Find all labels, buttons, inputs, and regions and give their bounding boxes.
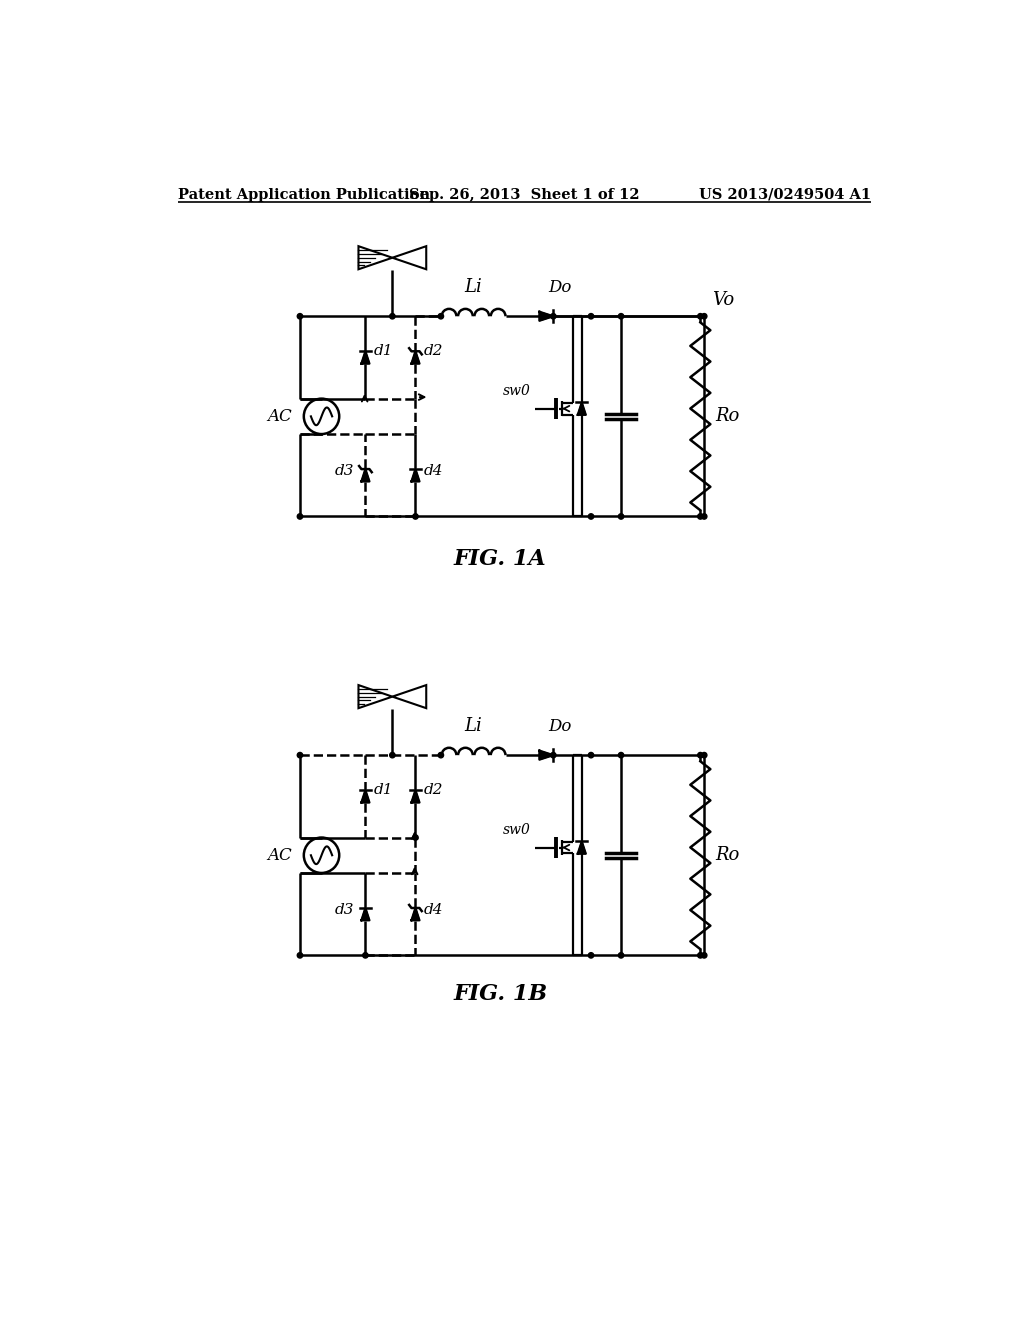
Text: d3: d3: [335, 903, 354, 917]
Polygon shape: [361, 791, 370, 803]
Text: sw0: sw0: [503, 384, 531, 397]
Circle shape: [390, 314, 395, 319]
Circle shape: [297, 953, 303, 958]
Polygon shape: [412, 469, 420, 482]
Polygon shape: [578, 403, 586, 414]
Text: Do: Do: [548, 280, 571, 296]
Text: sw0: sw0: [503, 822, 531, 837]
Polygon shape: [361, 908, 370, 920]
Circle shape: [618, 513, 624, 519]
Text: Ro: Ro: [716, 408, 740, 425]
Text: d2: d2: [424, 345, 443, 358]
Text: FIG. 1B: FIG. 1B: [453, 983, 547, 1005]
Circle shape: [589, 953, 594, 958]
Text: d1: d1: [374, 783, 393, 797]
Circle shape: [390, 752, 395, 758]
Text: Ro: Ro: [716, 846, 740, 865]
Circle shape: [618, 314, 624, 319]
Text: d4: d4: [424, 903, 443, 917]
Circle shape: [697, 314, 703, 319]
Text: AC: AC: [267, 408, 292, 425]
Polygon shape: [358, 246, 392, 269]
Circle shape: [697, 752, 703, 758]
Polygon shape: [412, 791, 420, 803]
Text: d4: d4: [424, 465, 443, 478]
Text: FIG. 1A: FIG. 1A: [454, 548, 547, 570]
Polygon shape: [412, 908, 420, 920]
Polygon shape: [540, 312, 553, 321]
Circle shape: [701, 513, 707, 519]
Circle shape: [701, 953, 707, 958]
Circle shape: [413, 513, 418, 519]
Circle shape: [297, 513, 303, 519]
Polygon shape: [578, 841, 586, 854]
Text: Li: Li: [465, 717, 482, 735]
Text: US 2013/0249504 A1: US 2013/0249504 A1: [699, 187, 871, 202]
Circle shape: [297, 314, 303, 319]
Text: d1: d1: [374, 345, 393, 358]
Text: Patent Application Publication: Patent Application Publication: [178, 187, 430, 202]
Circle shape: [701, 752, 707, 758]
Text: Vo: Vo: [712, 290, 734, 309]
Polygon shape: [361, 469, 370, 482]
Polygon shape: [412, 351, 420, 363]
Polygon shape: [392, 246, 426, 269]
Circle shape: [551, 752, 556, 758]
Circle shape: [697, 953, 703, 958]
Polygon shape: [358, 685, 392, 708]
Circle shape: [297, 752, 303, 758]
Polygon shape: [392, 685, 426, 708]
Circle shape: [589, 314, 594, 319]
Polygon shape: [540, 751, 553, 759]
Circle shape: [618, 953, 624, 958]
Text: Do: Do: [548, 718, 571, 735]
Circle shape: [413, 834, 418, 841]
Text: Li: Li: [465, 279, 482, 296]
Circle shape: [551, 314, 556, 319]
Circle shape: [701, 314, 707, 319]
Text: d2: d2: [424, 783, 443, 797]
Circle shape: [697, 513, 703, 519]
Text: AC: AC: [267, 846, 292, 863]
Text: Sep. 26, 2013  Sheet 1 of 12: Sep. 26, 2013 Sheet 1 of 12: [410, 187, 640, 202]
Circle shape: [438, 752, 443, 758]
Circle shape: [618, 752, 624, 758]
Circle shape: [589, 513, 594, 519]
Text: d3: d3: [335, 465, 354, 478]
Circle shape: [438, 314, 443, 319]
Circle shape: [362, 953, 368, 958]
Polygon shape: [361, 351, 370, 363]
Circle shape: [589, 752, 594, 758]
